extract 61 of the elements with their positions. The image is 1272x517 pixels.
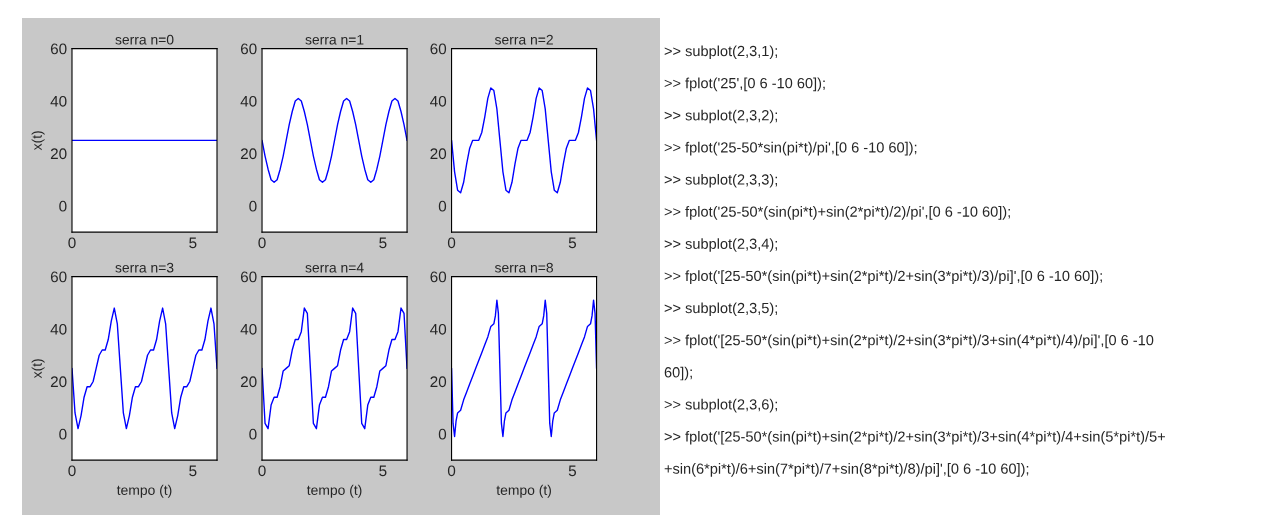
y-tick-label: 20 [430,376,447,388]
y-tick-label: 0 [59,428,67,440]
text: 60]); [664,366,692,381]
text: >> fplot('25-50*(sin(pi*t)+sin(2*pi*t)/2)/pi',[0 6 -10 60]); [664,206,1010,220]
chart-title: serra n=0 [115,34,174,45]
x-tick-label: 0 [68,465,76,477]
x-tick-label: 5 [189,465,197,477]
x-tick-label: 0 [447,465,456,477]
y-tick-label: 20 [240,376,257,388]
text: >> fplot('25-50*sin(pi*t)/pi',[0 6 -10 60]); [664,141,917,156]
text: >> subplot(2,3,5); [664,302,777,317]
y-tick-label: 60 [240,43,257,55]
y-tick-label: 0 [438,428,447,440]
y-tick-label: 40 [240,95,257,107]
text: >> subplot(2,3,1); [664,45,777,60]
y-tick-label: 20 [430,148,447,160]
text: >> fplot('[25-50*(sin(pi*t)+sin(2*pi*t)/2+sin(3*pi*t)/3+sin(4*pi*t)/4+sin(5*pi*t)/5+ [664,430,1165,445]
x-tick-label: 5 [379,465,387,477]
y-tick-label: 40 [240,323,257,335]
y-tick-label: 60 [430,271,447,283]
y-tick-label: 60 [430,43,447,55]
x-tick-label: 0 [447,237,456,249]
chart-title: serra n=2 [494,34,553,45]
text: >> fplot('25',[0 6 -10 60]); [664,77,825,92]
chart-title: serra n=8 [494,262,553,273]
x-axis-title: tempo (t) [496,484,551,498]
y-tick-label: 20 [240,148,257,160]
x-axis-title: tempo (t) [116,484,172,498]
text: >> subplot(2,3,4); [664,238,777,252]
x-tick-label: 0 [258,465,266,477]
y-tick-label: 0 [249,200,257,212]
y-tick-label: 0 [249,428,257,440]
y-tick-label: 20 [50,148,67,160]
y-axis-title: x(t) [31,359,45,379]
y-tick-label: 40 [430,323,447,335]
x-tick-label: 5 [568,465,577,477]
text: >> subplot(2,3,6); [664,398,777,413]
x-tick-label: 5 [379,237,387,249]
text: >> subplot(2,3,2); [664,109,777,124]
x-tick-label: 5 [189,237,197,249]
y-tick-label: 60 [50,43,67,55]
y-tick-label: 40 [50,95,67,107]
y-tick-label: 60 [50,271,67,283]
y-tick-label: 0 [59,200,67,212]
y-tick-label: 60 [240,271,257,283]
text: >> subplot(2,3,3); [664,173,777,188]
x-tick-label: 0 [68,237,76,249]
x-tick-label: 5 [568,237,577,249]
text: +sin(6*pi*t)/6+sin(7*pi*t)/7+sin(8*pi*t)/8)/pi]',[0 6 -10 60]); [664,463,1029,477]
y-axis-title: x(t) [31,131,45,151]
chart-title: serra n=1 [305,34,364,45]
text: >> fplot('[25-50*(sin(pi*t)+sin(2*pi*t)/2+sin(3*pi*t)/3+sin(4*pi*t)/4)/pi]',[0 6 -10 [664,334,1154,349]
x-axis-title: tempo (t) [306,484,362,498]
y-tick-label: 0 [438,200,447,212]
chart-title: serra n=4 [305,262,364,273]
chart-title: serra n=3 [115,262,174,273]
y-tick-label: 20 [50,376,67,388]
x-tick-label: 0 [258,237,266,249]
y-tick-label: 40 [430,95,447,107]
y-tick-label: 40 [50,323,67,335]
text: >> fplot('[25-50*(sin(pi*t)+sin(2*pi*t)/2+sin(3*pi*t)/3)/pi]',[0 6 -10 60]); [664,270,1102,284]
